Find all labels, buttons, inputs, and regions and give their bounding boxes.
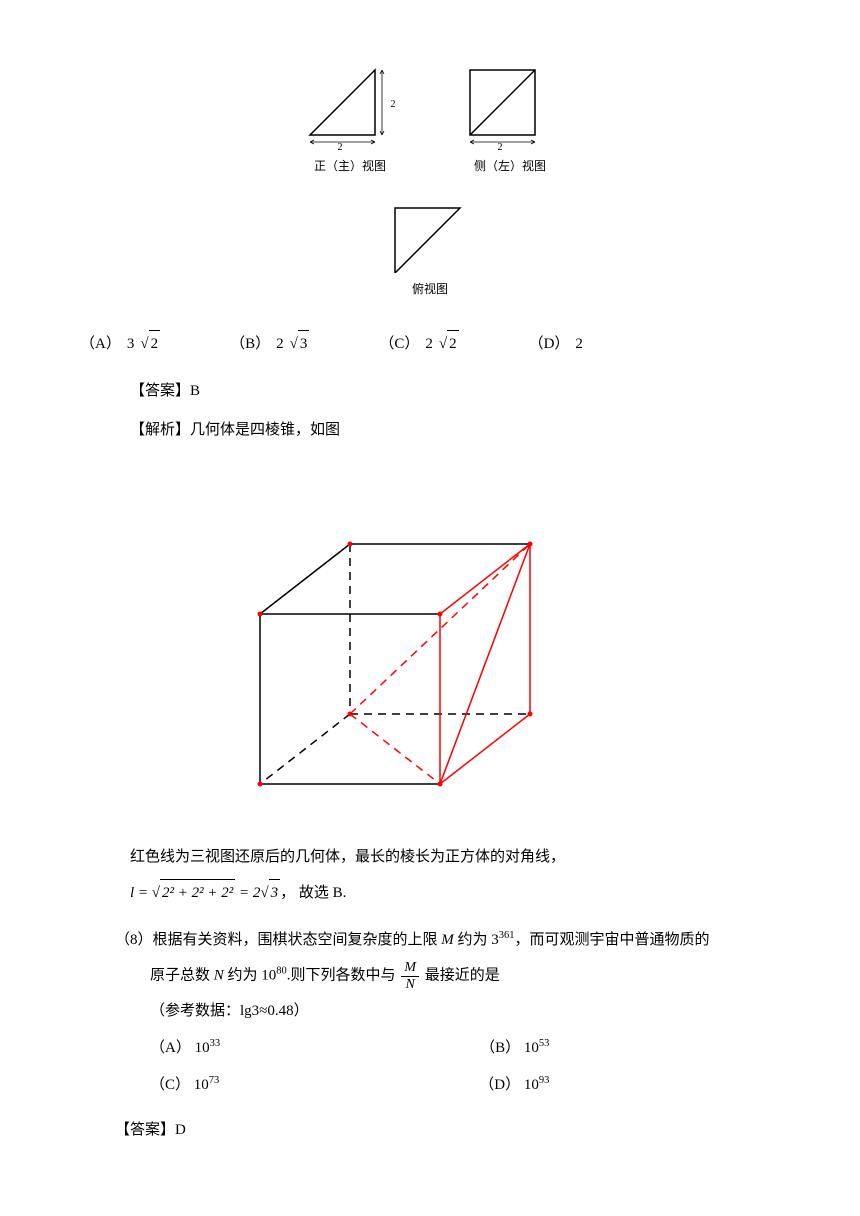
q8-opt-b-exp: 53 bbox=[539, 1038, 550, 1049]
three-view-bottom-row: 俯视图 bbox=[385, 198, 475, 301]
q8-reference: （参考数据：lg3≈0.48） bbox=[150, 998, 800, 1025]
option-d-value: 2 bbox=[575, 331, 583, 358]
option-c-label: （C） bbox=[379, 331, 419, 358]
q8-opt-b-base: 10 bbox=[524, 1040, 539, 1056]
option-d-label: （D） bbox=[529, 331, 570, 358]
cube-diagram bbox=[220, 474, 640, 814]
q8-opt-b-label: （B） bbox=[480, 1040, 520, 1056]
q8-answer-value: D bbox=[175, 1122, 186, 1138]
q8-number: （8） bbox=[115, 932, 153, 948]
q8-frac-den: N bbox=[401, 977, 419, 992]
option-b: （B） 23 bbox=[230, 330, 309, 358]
front-view-label: 正（主）视图 bbox=[314, 156, 386, 178]
q7-analysis-text: 几何体是四棱锥，如图 bbox=[190, 422, 340, 438]
q8-opt-a-exp: 33 bbox=[210, 1038, 221, 1049]
q7-answer-value: B bbox=[190, 383, 200, 399]
q8-answer-label: 【答案】 bbox=[115, 1122, 175, 1138]
q8-opt-c-exp: 73 bbox=[209, 1075, 220, 1086]
q7-answer: 【答案】B bbox=[130, 378, 800, 405]
option-b-coef: 2 bbox=[276, 331, 284, 358]
formula-sqrt-result: 3 bbox=[260, 879, 280, 907]
q8-options-row1: （A） 1033 （B） 1053 bbox=[150, 1035, 800, 1062]
q8-var-m: M bbox=[441, 932, 454, 948]
q8-opt-c-label: （C） bbox=[150, 1077, 190, 1093]
q8-opt-c-base: 10 bbox=[194, 1077, 209, 1093]
side-view-label: 侧（左）视图 bbox=[474, 156, 546, 178]
top-view-svg bbox=[385, 198, 475, 273]
formula-sqrt-main: 2² + 2² + 2² bbox=[152, 879, 235, 907]
side-view: 2 侧（左）视图 bbox=[460, 60, 560, 178]
q8-option-d: （D） 1093 bbox=[479, 1072, 549, 1099]
explanation-formula: l = 2² + 2² + 2² = 23， 故选 B. bbox=[130, 879, 800, 907]
option-a-sqrt: 2 bbox=[140, 330, 160, 358]
svg-text:2: 2 bbox=[391, 99, 396, 110]
q7-options: （A） 32 （B） 23 （C） 22 （D） 2 bbox=[60, 330, 800, 358]
q8-exp1: 361 bbox=[499, 930, 515, 941]
q8-block: （8）根据有关资料，围棋状态空间复杂度的上限 M 约为 3361，而可观测宇宙中… bbox=[115, 927, 800, 954]
q8-text2: 约为 3 bbox=[454, 932, 499, 948]
option-a-coef: 3 bbox=[127, 331, 135, 358]
q8-option-b: （B） 1053 bbox=[480, 1035, 549, 1062]
option-b-sqrt: 3 bbox=[290, 330, 310, 358]
q8-frac-num: M bbox=[401, 960, 419, 976]
option-a-label: （A） bbox=[80, 331, 121, 358]
q8-answer: 【答案】D bbox=[115, 1117, 800, 1144]
q7-analysis: 【解析】几何体是四棱锥，如图 bbox=[130, 417, 800, 444]
q8-opt-d-base: 10 bbox=[524, 1077, 539, 1093]
q8-text5: 约为 10 bbox=[224, 968, 277, 984]
formula-mid: = 2 bbox=[235, 885, 260, 901]
q8-option-a: （A） 1033 bbox=[150, 1035, 220, 1062]
option-d: （D） 2 bbox=[529, 330, 583, 358]
q8-opt-a-label: （A） bbox=[150, 1040, 191, 1056]
front-view: 2 2 正（主）视图 bbox=[300, 60, 400, 178]
top-view-label: 俯视图 bbox=[412, 279, 448, 301]
q8-opt-a-base: 10 bbox=[195, 1040, 210, 1056]
svg-text:2: 2 bbox=[338, 142, 343, 150]
q8-text6: .则下列各数中与 bbox=[287, 968, 400, 984]
q8-exp2: 80 bbox=[276, 966, 287, 977]
q8-option-c: （C） 1073 bbox=[150, 1072, 219, 1099]
option-a: （A） 32 bbox=[80, 330, 160, 358]
q7-answer-label: 【答案】 bbox=[130, 383, 190, 399]
formula-end: ， 故选 B. bbox=[280, 885, 346, 901]
q8-line2: 原子总数 N 约为 1080.则下列各数中与 MN 最接近的是 bbox=[150, 960, 800, 992]
q8-options-row2: （C） 1073 （D） 1093 bbox=[150, 1072, 800, 1099]
option-c-coef: 2 bbox=[425, 331, 433, 358]
svg-text:2: 2 bbox=[498, 142, 503, 150]
formula-left: l = bbox=[130, 885, 152, 901]
q8-text4: 原子总数 bbox=[150, 968, 214, 984]
q7-analysis-label: 【解析】 bbox=[130, 422, 190, 438]
top-view: 俯视图 bbox=[385, 198, 475, 301]
option-c-sqrt: 2 bbox=[439, 330, 459, 358]
q8-var-n: N bbox=[214, 968, 224, 984]
q8-text7: 最接近的是 bbox=[421, 968, 500, 984]
q8-opt-d-label: （D） bbox=[479, 1077, 520, 1093]
option-b-label: （B） bbox=[230, 331, 270, 358]
front-view-svg: 2 2 bbox=[300, 60, 400, 150]
three-view-top-row: 2 2 正（主）视图 2 侧（左）视图 bbox=[300, 60, 560, 178]
explanation-line1: 红色线为三视图还原后的几何体，最长的棱长为正方体的对角线， bbox=[130, 844, 800, 871]
q8-opt-d-exp: 93 bbox=[539, 1075, 550, 1086]
q8-text3: ，而可观测宇宙中普通物质的 bbox=[515, 932, 710, 948]
q8-text1: 根据有关资料，围棋状态空间复杂度的上限 bbox=[153, 932, 442, 948]
side-view-svg: 2 bbox=[460, 60, 560, 150]
option-c: （C） 22 bbox=[379, 330, 458, 358]
q8-fraction: MN bbox=[401, 960, 419, 992]
three-view-diagram: 2 2 正（主）视图 2 侧（左）视图 bbox=[230, 60, 630, 300]
